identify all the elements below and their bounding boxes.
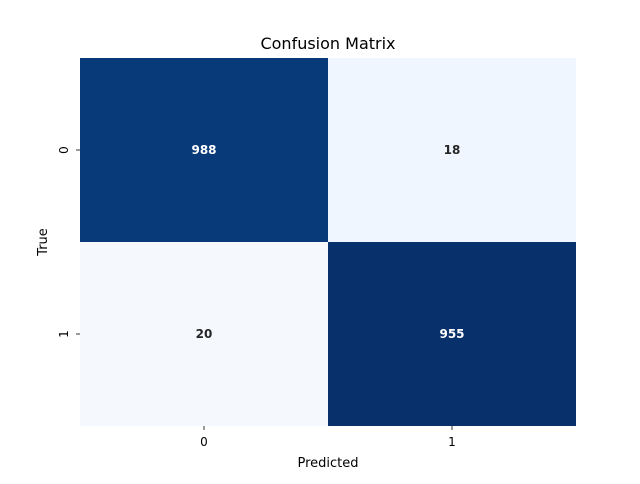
heatmap-cell-0-1	[328, 58, 576, 242]
heatmap-cell-1-1	[328, 242, 576, 426]
heatmap-cell-1-0	[80, 242, 328, 426]
x-tick-label: 0	[200, 435, 208, 449]
cell-value-label-1-0: 20	[196, 327, 213, 341]
cell-value-label-0-0: 988	[191, 143, 216, 157]
chart-title: Confusion Matrix	[260, 34, 395, 53]
cell-value-label-1-1: 955	[439, 327, 464, 341]
y-axis-label: True	[36, 228, 51, 257]
y-tick-label: 1	[57, 330, 71, 338]
heatmap-cell-0-0	[80, 58, 328, 242]
cell-value-label-0-1: 18	[444, 143, 461, 157]
x-axis-label: Predicted	[297, 456, 358, 471]
y-tick-label: 0	[57, 146, 71, 154]
x-tick-label: 1	[448, 435, 456, 449]
